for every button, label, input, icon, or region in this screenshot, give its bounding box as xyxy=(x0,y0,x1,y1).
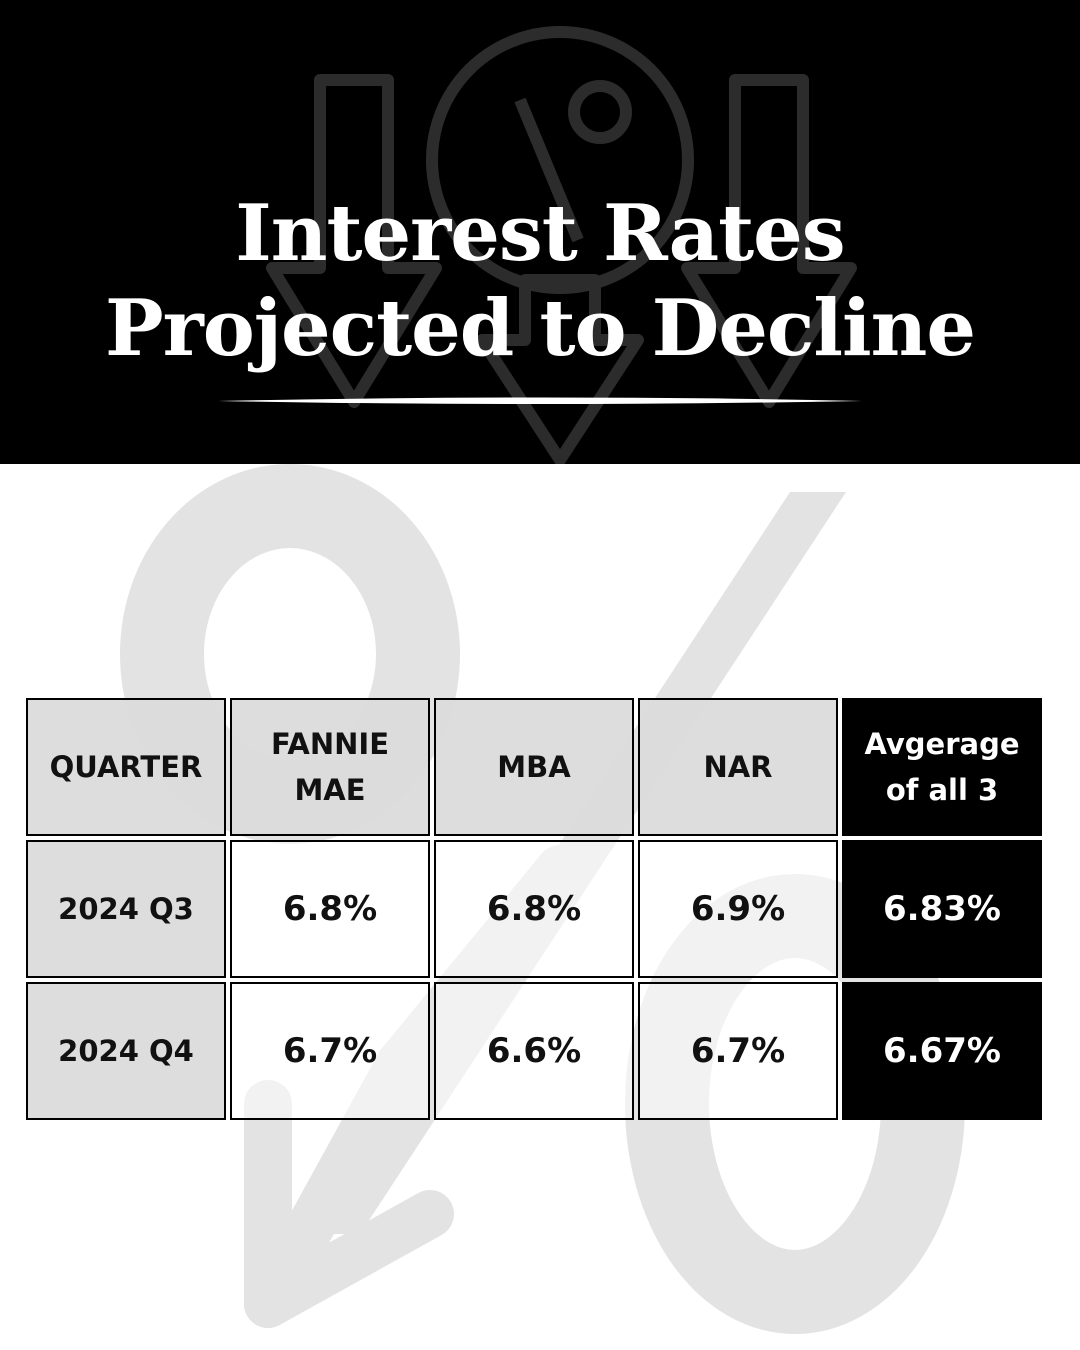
header-nar: NAR xyxy=(638,698,838,836)
nar-cell: 6.7% xyxy=(638,982,838,1120)
header-label: FANNIE MAE xyxy=(270,727,390,807)
header-label: QUARTER xyxy=(49,750,203,784)
average-cell: 6.67% xyxy=(842,982,1042,1120)
rate-value: 6.6% xyxy=(486,1031,582,1071)
fannie-mae-cell: 6.8% xyxy=(230,840,430,978)
header-average: Avgerage of all 3 xyxy=(842,698,1042,836)
page-title-line-1: Interest Rates xyxy=(235,188,845,279)
header-fannie-mae: FANNIE MAE xyxy=(230,698,430,836)
nar-cell: 6.9% xyxy=(638,840,838,978)
rate-value: 6.9% xyxy=(690,889,786,929)
fannie-mae-cell: 6.7% xyxy=(230,982,430,1120)
title-underline xyxy=(218,397,862,404)
rate-value: 6.7% xyxy=(282,1031,378,1071)
rate-value: 6.8% xyxy=(486,889,582,929)
quarter-cell: 2024 Q3 xyxy=(26,840,226,978)
average-value: 6.67% xyxy=(883,1031,1001,1071)
header-banner: Interest Rates Projected to Decline xyxy=(0,0,1080,464)
quarter-label: 2024 Q4 xyxy=(58,1034,194,1068)
rates-table: QUARTER FANNIE MAE MBA NAR Avgerage of a… xyxy=(22,694,1046,1124)
header-quarter: QUARTER xyxy=(26,698,226,836)
header-label: MBA xyxy=(497,750,571,784)
table-header-row: QUARTER FANNIE MAE MBA NAR Avgerage of a… xyxy=(26,698,1042,836)
header-mba: MBA xyxy=(434,698,634,836)
average-cell: 6.83% xyxy=(842,840,1042,978)
page-title-line-2: Projected to Decline xyxy=(104,283,976,374)
rate-value: 6.7% xyxy=(690,1031,786,1071)
mba-cell: 6.8% xyxy=(434,840,634,978)
header-label: NAR xyxy=(703,750,773,784)
header-label: Avgerage of all 3 xyxy=(864,727,1020,807)
mba-cell: 6.6% xyxy=(434,982,634,1120)
quarter-label: 2024 Q3 xyxy=(58,892,194,926)
table-row: 2024 Q4 6.7% 6.6% 6.7% 6.67% xyxy=(26,982,1042,1120)
quarter-cell: 2024 Q4 xyxy=(26,982,226,1120)
table-row: 2024 Q3 6.8% 6.8% 6.9% 6.83% xyxy=(26,840,1042,978)
rate-value: 6.8% xyxy=(282,889,378,929)
average-value: 6.83% xyxy=(883,889,1001,929)
